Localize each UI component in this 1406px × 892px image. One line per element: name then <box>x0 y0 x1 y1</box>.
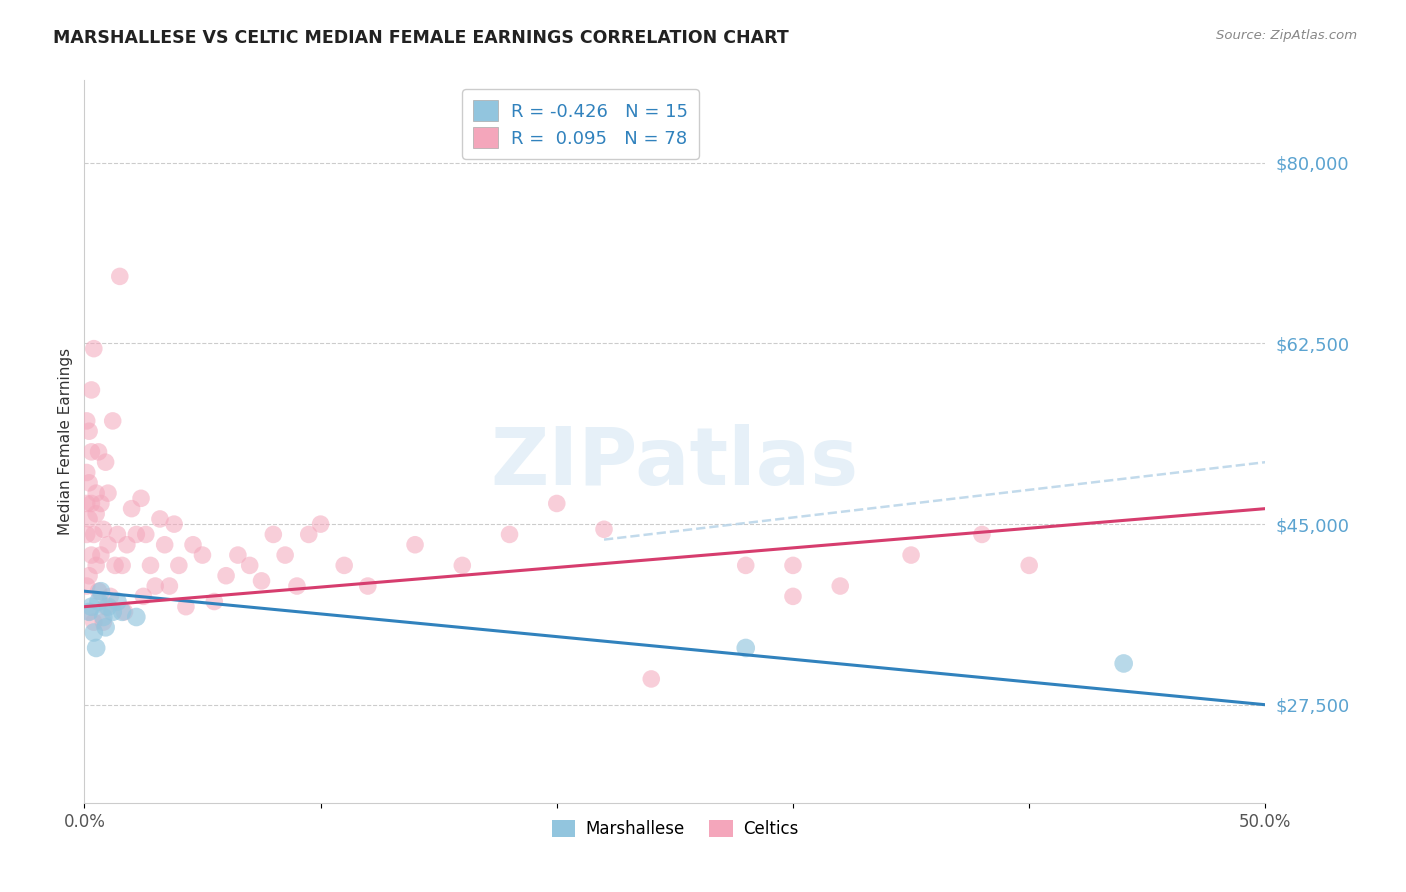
Point <box>80 383 103 397</box>
Point <box>298 527 321 541</box>
Point <box>97 538 120 552</box>
Point <box>900 548 922 562</box>
Point <box>77 605 100 619</box>
Point <box>153 538 176 552</box>
Text: MARSHALLESE VS CELTIC MEDIAN FEMALE EARNINGS CORRELATION CHART: MARSHALLESE VS CELTIC MEDIAN FEMALE EARN… <box>53 29 789 46</box>
Point <box>91 522 114 536</box>
Point <box>163 517 186 532</box>
Point <box>132 590 155 604</box>
Point <box>451 558 474 573</box>
Point <box>111 558 134 573</box>
Point <box>98 590 121 604</box>
Point <box>76 466 98 480</box>
Point <box>80 548 103 562</box>
Point <box>80 496 103 510</box>
Point <box>111 605 134 619</box>
Point <box>135 527 157 541</box>
Point <box>734 640 756 655</box>
Point <box>87 594 110 608</box>
Point <box>734 558 756 573</box>
Point <box>104 558 127 573</box>
Point <box>107 594 129 608</box>
Point <box>830 579 852 593</box>
Text: Source: ZipAtlas.com: Source: ZipAtlas.com <box>1216 29 1357 42</box>
Point <box>640 672 662 686</box>
Point <box>80 599 103 614</box>
Point <box>121 501 143 516</box>
Point <box>181 538 204 552</box>
Point <box>94 620 117 634</box>
Point <box>97 599 120 614</box>
Point <box>84 558 107 573</box>
Point <box>202 594 225 608</box>
Point <box>546 496 568 510</box>
Point <box>191 548 214 562</box>
Point <box>174 599 197 614</box>
Point <box>129 491 152 506</box>
Point <box>970 527 993 541</box>
Point <box>1018 558 1040 573</box>
Point <box>83 615 105 630</box>
Point <box>76 527 98 541</box>
Point <box>143 579 166 593</box>
Point <box>83 625 105 640</box>
Point <box>250 574 273 588</box>
Point <box>274 548 297 562</box>
Point <box>115 538 138 552</box>
Point <box>76 496 98 510</box>
Point <box>94 599 117 614</box>
Point <box>262 527 284 541</box>
Point <box>333 558 356 573</box>
Legend: Marshallese, Celtics: Marshallese, Celtics <box>546 814 804 845</box>
Point <box>1112 657 1135 671</box>
Point <box>285 579 308 593</box>
Point <box>149 512 172 526</box>
Point <box>101 605 124 619</box>
Point <box>114 605 136 619</box>
Point <box>125 527 148 541</box>
Point <box>77 424 100 438</box>
Point <box>91 615 114 630</box>
Point <box>87 584 110 599</box>
Point <box>226 548 249 562</box>
Point <box>90 496 112 510</box>
Point <box>125 610 148 624</box>
Point <box>167 558 190 573</box>
Point <box>357 579 380 593</box>
Point <box>77 512 100 526</box>
Point <box>107 527 129 541</box>
Point <box>782 558 804 573</box>
Y-axis label: Median Female Earnings: Median Female Earnings <box>58 348 73 535</box>
Point <box>77 475 100 490</box>
Point <box>97 486 120 500</box>
Point <box>404 538 426 552</box>
Point <box>94 455 117 469</box>
Point <box>215 568 238 582</box>
Point <box>309 517 332 532</box>
Point <box>157 579 180 593</box>
Point <box>77 568 100 582</box>
Point <box>84 640 107 655</box>
Point <box>108 269 131 284</box>
Point <box>101 414 124 428</box>
Point <box>83 527 105 541</box>
Point <box>782 590 804 604</box>
Text: ZIPatlas: ZIPatlas <box>491 425 859 502</box>
Point <box>84 486 107 500</box>
Point <box>90 548 112 562</box>
Point <box>84 507 107 521</box>
Point <box>90 584 112 599</box>
Point <box>76 579 98 593</box>
Point <box>80 445 103 459</box>
Point <box>139 558 162 573</box>
Point <box>239 558 262 573</box>
Point <box>77 605 100 619</box>
Point <box>593 522 616 536</box>
Point <box>91 610 114 624</box>
Point <box>498 527 520 541</box>
Point <box>76 414 98 428</box>
Point <box>87 445 110 459</box>
Point <box>83 342 105 356</box>
